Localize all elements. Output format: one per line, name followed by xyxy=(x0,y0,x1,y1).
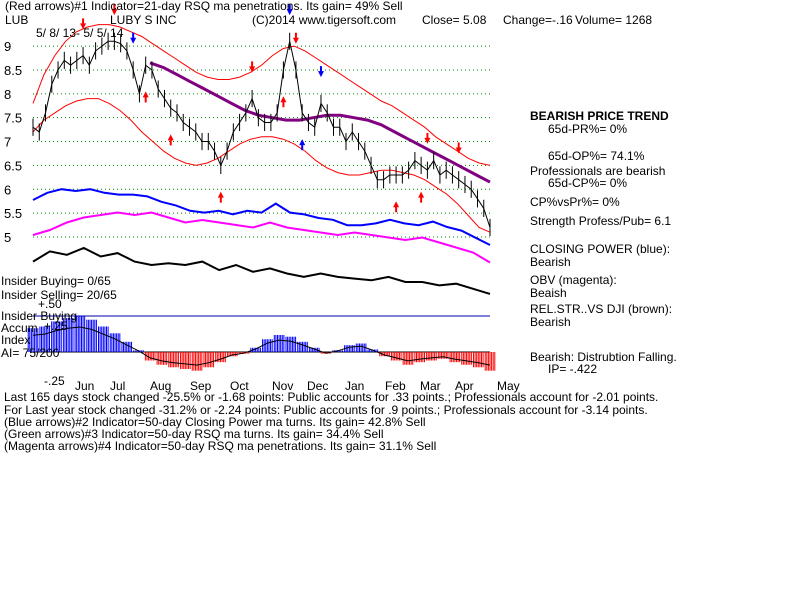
y-tick-label: 5 xyxy=(4,230,11,245)
month-label: Jun xyxy=(75,379,94,393)
distribution-label: Bearish: Distrubtion Falling. xyxy=(530,350,677,364)
month-label: Sep xyxy=(190,379,212,393)
month-label: Oct xyxy=(230,379,249,393)
cp65: 65d-CP%= 0% xyxy=(548,176,628,190)
insider-selling-count: Insider Selling= 20/65 xyxy=(1,288,117,302)
signal-arrow xyxy=(111,9,118,16)
footer-line4: (Green arrows)#3 Indicator=50-day RSQ ma… xyxy=(4,427,384,441)
footer-line1: Last 165 days stock changed -25.5% or -1… xyxy=(4,391,658,404)
month-label: Mar xyxy=(420,379,441,393)
obv-line xyxy=(32,211,491,264)
cp-vs-pr: CP%vsPr%= 0% xyxy=(530,195,620,209)
pr65: 65d-PR%= 0% xyxy=(548,122,628,136)
y-tick-label: 8 xyxy=(4,87,11,102)
obv-value: Beaish xyxy=(530,286,567,300)
signal-arrow xyxy=(142,91,149,98)
symbol: LUB xyxy=(5,13,29,27)
accum-ma-line xyxy=(32,326,491,366)
close-price: Close= 5.08 xyxy=(422,13,487,27)
signal-arrow xyxy=(455,147,462,154)
footer-line3: (Blue arrows)#2 Indicator=50-day Closing… xyxy=(4,415,426,429)
month-label: May xyxy=(497,379,520,393)
signal-arrow xyxy=(393,201,400,208)
month-label: Jul xyxy=(110,379,125,393)
signal-arrow xyxy=(299,139,306,146)
footer-line2: For Last year stock changed -31.2% or -2… xyxy=(4,403,648,417)
y-tick-label: 7.5 xyxy=(4,111,22,126)
signal-arrow xyxy=(217,191,224,198)
accum-index-histogram xyxy=(27,316,496,371)
month-label: Jan xyxy=(345,379,364,393)
lower-band-line xyxy=(32,98,491,233)
month-label: Dec xyxy=(307,379,328,393)
insider-buying-count: Insider Buying= 0/65 xyxy=(1,274,111,288)
ai-value: AI= 75/200 xyxy=(1,346,60,360)
signal-arrow xyxy=(280,96,287,103)
price-close-line xyxy=(32,40,491,228)
rel-strength-label: REL.STR..VS DJI (brown): xyxy=(530,302,673,316)
signal-arrow xyxy=(424,137,431,144)
footer-line1-prefix: Last xyxy=(4,390,31,404)
y-tick-label: 6.5 xyxy=(4,158,22,173)
insider-buying-label: Insider Buying xyxy=(1,309,78,323)
y-tick-label: 9 xyxy=(4,39,11,54)
price-gridlines xyxy=(33,45,490,238)
accum-tick-p50: +.50 xyxy=(38,297,62,311)
price-trend: BEARISH PRICE TREND xyxy=(530,109,669,123)
indicator-lines xyxy=(32,188,491,353)
accum-tick-m25: -.25 xyxy=(44,374,65,388)
signal-arrow xyxy=(130,37,137,44)
date-range: 5/ 8/ 13- 5/ 5/ 14 xyxy=(36,26,124,40)
month-label: Apr xyxy=(455,379,474,393)
y-tick-label: 5.5 xyxy=(4,206,22,221)
obv-label: OBV (magenta): xyxy=(530,273,617,287)
signal-arrow xyxy=(286,9,293,16)
month-label: Feb xyxy=(385,379,406,393)
signal-arrow xyxy=(418,191,425,198)
rel-strength-line xyxy=(32,246,491,295)
price-series xyxy=(32,32,491,237)
chart-header-line1: (Red arrows)#1 Indicator=21-day RSQ ma p… xyxy=(5,0,403,13)
signal-arrow xyxy=(249,66,256,73)
strength-profess-pub: Strength Profess/Pub= 6.1 xyxy=(530,214,672,228)
signal-arrow xyxy=(292,37,299,44)
op65: 65d-OP%= 74.1% xyxy=(548,149,645,163)
month-label: Aug xyxy=(150,379,171,393)
signal-arrow xyxy=(317,71,324,78)
month-axis-labels: Jun Jul Aug Sep Oct Nov Dec Jan Feb Mar Apr May xyxy=(75,379,520,393)
upper-band-line xyxy=(32,24,491,166)
signal-arrows xyxy=(80,4,462,213)
y-tick-label: 8.5 xyxy=(4,63,22,78)
ip-value: IP= -.422 xyxy=(548,362,598,376)
signal-arrow xyxy=(167,134,174,141)
accum-tick-p25: +.25 xyxy=(44,319,68,333)
signal-arrow xyxy=(80,23,87,30)
footer-line1-text: 165 days stock changed -25.5% or -1.68 p… xyxy=(30,390,659,404)
footer-line5: (Magenta arrows)#4 Indicator=50-day RSQ … xyxy=(4,439,437,453)
closing-power-line xyxy=(32,188,491,246)
accum-label: Accum xyxy=(1,321,38,335)
volume: Volume= 1268 xyxy=(575,13,653,27)
copyright: (C)2014 www.tigersoft.com xyxy=(252,13,397,27)
closing-power-value: Bearish xyxy=(530,255,571,269)
professionals-status: Professionals are bearish xyxy=(530,164,666,178)
price-y-tick-labels: 9 8.5 8 7.5 7 6.5 6 5.5 5 xyxy=(4,39,22,245)
y-tick-label: 6 xyxy=(4,182,11,197)
rel-strength-value: Bearish xyxy=(530,315,571,329)
closing-power-label: CLOSING POWER (blue): xyxy=(530,242,671,256)
month-label: Nov xyxy=(272,379,293,393)
price-change: Change=-.16 xyxy=(503,13,573,27)
index-label: Index xyxy=(1,333,31,347)
company-name: LUBY S INC xyxy=(110,13,177,27)
y-tick-label: 7 xyxy=(4,135,11,150)
